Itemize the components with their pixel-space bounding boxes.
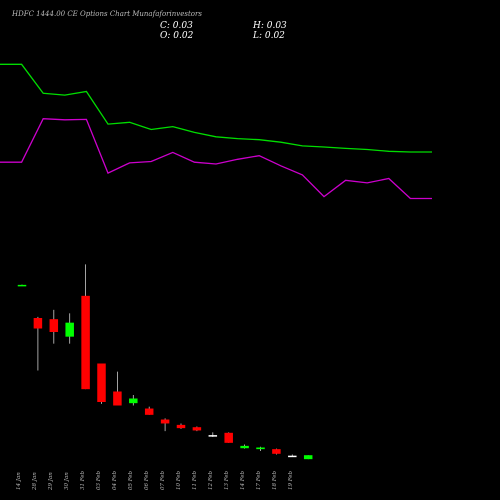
candle [240, 444, 249, 449]
candle [113, 371, 122, 406]
candles-group [17, 264, 313, 460]
candle [303, 455, 313, 460]
candle [272, 448, 281, 455]
candle [33, 316, 43, 371]
candle [288, 454, 297, 458]
x-tick-label: 29 Jan [48, 472, 54, 491]
candle-body [129, 398, 138, 404]
candle [65, 313, 74, 344]
candle [17, 284, 27, 287]
candle [256, 446, 265, 451]
x-tick-label: 14 Feb [240, 470, 246, 490]
candle-body [224, 432, 233, 443]
line-series-1 [0, 63, 432, 153]
x-tick-label: 30 Jan [64, 472, 70, 490]
candle-body [192, 427, 202, 431]
candle-body [272, 449, 281, 454]
x-tick-label: 31 Feb [80, 470, 86, 490]
candle-body [144, 408, 154, 415]
candle-body [240, 445, 249, 449]
candle [176, 423, 186, 429]
x-axis-ticks: 14 Jan 28 Jan 29 Jan 30 Jan 31 Feb 03 Feb 04 F… [16, 470, 294, 491]
x-tick-label: 06 Feb [144, 470, 150, 490]
line-series-group [0, 63, 432, 200]
candle [208, 432, 218, 437]
candle-body [65, 322, 74, 337]
candle-body [256, 447, 265, 450]
x-tick-label: 18 Feb [272, 470, 278, 490]
x-tick-label: 14 Jan [16, 472, 22, 490]
x-tick-label: 03 Feb [96, 470, 102, 490]
candle [144, 406, 154, 415]
candle-body [160, 419, 170, 424]
candle-body [97, 363, 106, 402]
close-value: C: 0.03 [160, 21, 193, 31]
candle [224, 432, 233, 443]
candle-body [49, 319, 59, 332]
x-tick-label: 05 Feb [128, 470, 134, 490]
candle-body [303, 455, 313, 460]
candle-body [81, 295, 90, 390]
candle-body [288, 455, 297, 458]
x-tick-label: 19 Feb [288, 470, 294, 490]
open-value: O: 0.02 [160, 31, 194, 41]
candle-body [176, 424, 186, 429]
chart-title: HDFC 1444.00 CE Options Chart Munafafori… [12, 10, 202, 18]
candle-body [17, 284, 27, 287]
x-tick-label: 04 Feb [112, 470, 118, 490]
x-tick-label: 28 Jan [32, 472, 38, 491]
candle [129, 395, 138, 406]
line-series-2 [0, 118, 432, 200]
high-value: H: 0.03 [253, 21, 287, 31]
candle [192, 426, 202, 432]
candle [160, 418, 170, 432]
candle-body [113, 391, 122, 406]
low-value: L: 0.02 [253, 31, 285, 41]
candle-body [208, 435, 218, 437]
x-tick-label: 13 Feb [224, 470, 230, 490]
x-tick-label: 07 Feb [160, 470, 166, 490]
x-tick-label: 10 Feb [176, 470, 182, 490]
candle [97, 363, 106, 404]
candle-body [33, 318, 43, 329]
candle [49, 309, 59, 344]
x-tick-label: 11 Feb [192, 470, 198, 490]
candle [81, 264, 90, 390]
x-tick-label: 12 Feb [208, 470, 214, 490]
x-tick-label: 17 Feb [256, 470, 262, 490]
